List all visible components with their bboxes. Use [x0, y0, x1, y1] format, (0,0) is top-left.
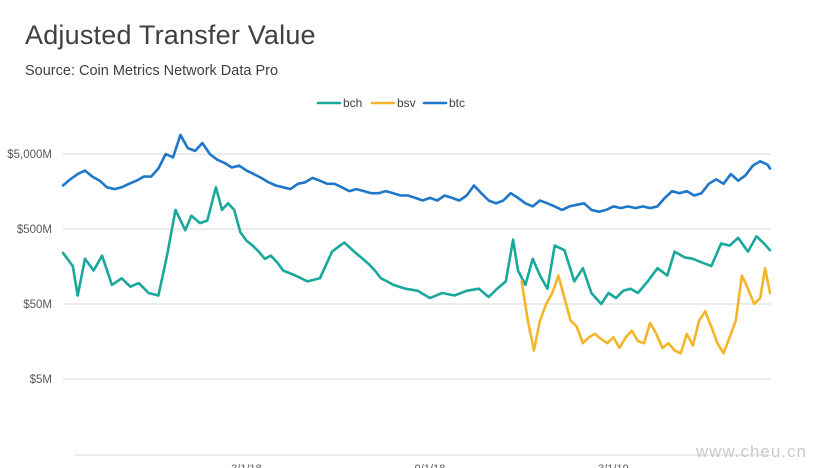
legend: bch bsv btc [316, 96, 465, 110]
series-line-btc [61, 133, 772, 213]
watermark: www.cheu.cn [695, 442, 807, 461]
legend-label-bch: bch [343, 96, 362, 110]
chart-subtitle: Source: Coin Metrics Network Data Pro [25, 63, 279, 79]
x-tick-label: 9/1/18 [415, 463, 446, 468]
series-layer [61, 133, 772, 355]
legend-label-btc: btc [449, 96, 465, 110]
series-line-bch [61, 186, 772, 306]
axis-layer: $5M $50M $500M $5,000M... 3/1/18 9/1/18 3/1/19 [7, 149, 771, 468]
legend-label-bsv: bsv [397, 96, 416, 110]
y-tick-label: $500M [17, 224, 52, 236]
y-tick-label: $5,000M [7, 149, 52, 161]
x-tick-label: 3/1/19 [598, 463, 629, 468]
series-line-bsv [520, 266, 772, 355]
x-tick-label: ... [58, 463, 67, 468]
chart-title: Adjusted Transfer Value [25, 20, 316, 50]
y-tick-label: $50M [23, 299, 52, 311]
grid-layer [63, 153, 771, 380]
x-tick-label: 3/1/18 [231, 463, 262, 468]
y-tick-label: $5M [30, 374, 52, 386]
